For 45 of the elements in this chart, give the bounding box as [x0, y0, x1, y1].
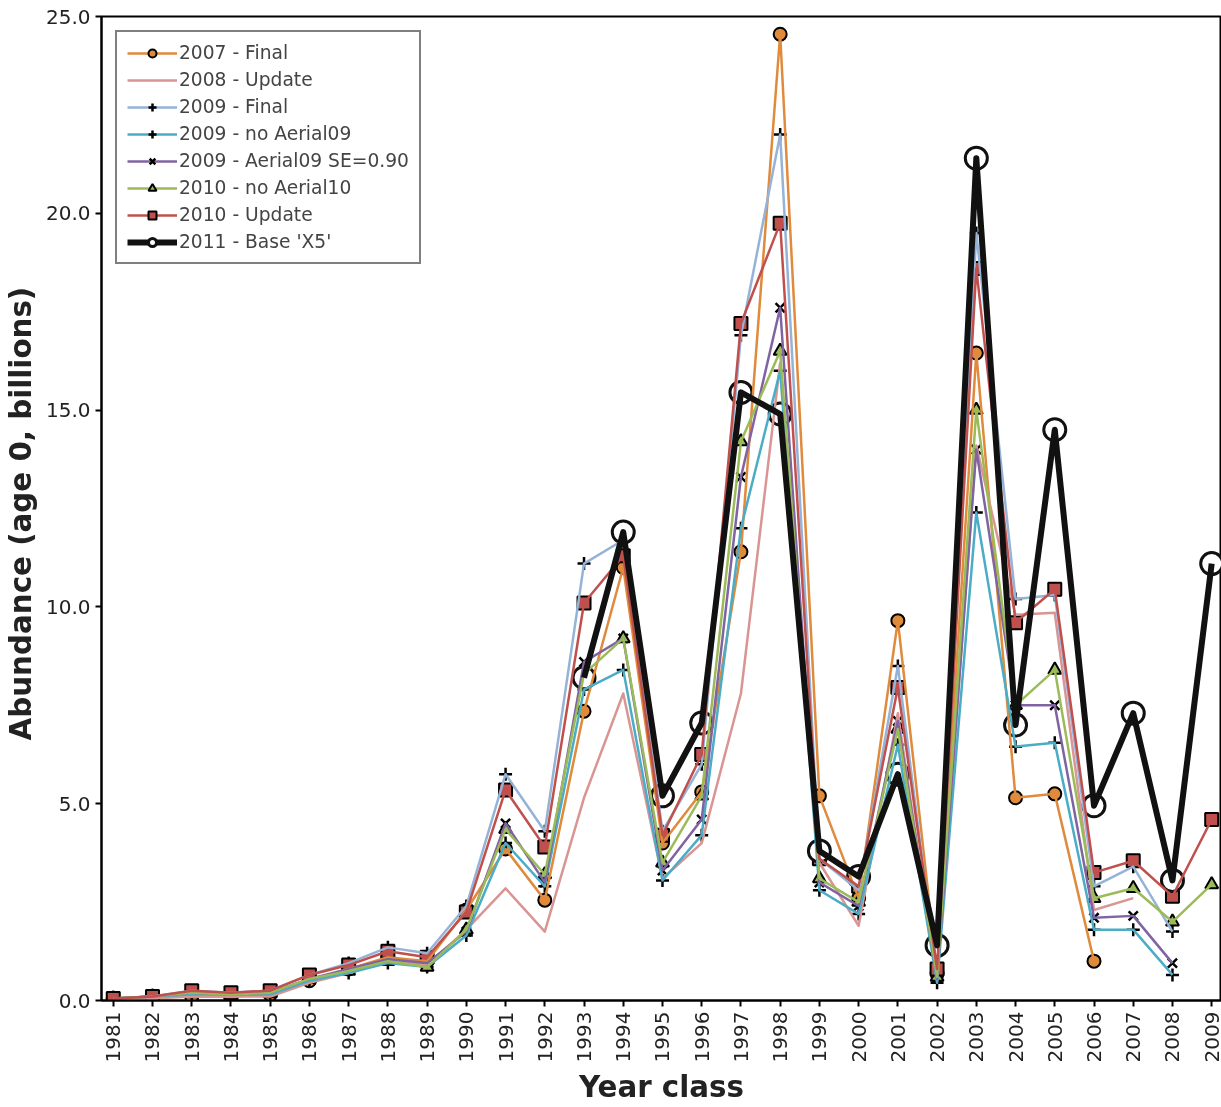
x-tick-label: 1995 — [650, 1011, 675, 1063]
x-tick-label: 1988 — [375, 1011, 400, 1063]
x-tick-label: 1994 — [611, 1011, 636, 1063]
x-tick-label: 2003 — [964, 1011, 989, 1063]
legend-label: 2010 - Update — [179, 204, 313, 225]
x-tick-label: 2006 — [1082, 1011, 1106, 1063]
x-tick-label: 2008 — [1160, 1011, 1185, 1063]
legend-label: 2010 - no Aerial10 — [179, 177, 352, 198]
x-axis-title: Year class — [577, 1070, 745, 1105]
y-tick-label: 25.0 — [45, 4, 91, 29]
x-tick-label: 1989 — [415, 1011, 440, 1063]
legend-label: 2011 - Base 'X5' — [179, 231, 332, 252]
legend-label: 2009 - no Aerial09 — [179, 123, 352, 144]
x-tick-label: 1996 — [689, 1011, 714, 1063]
x-tick-label: 1981 — [101, 1011, 126, 1063]
y-axis-title: Abundance (age 0, billions) — [3, 286, 38, 741]
legend-label: 2008 - Update — [179, 69, 313, 90]
x-tick-label: 1991 — [493, 1011, 518, 1063]
x-tick-label: 1986 — [297, 1011, 322, 1063]
y-tick-label: 0.0 — [58, 988, 91, 1013]
x-tick-label: 1993 — [572, 1011, 597, 1063]
y-tick-label: 15.0 — [45, 398, 91, 423]
x-tick-label: 1990 — [454, 1011, 479, 1063]
x-tick-label: 2000 — [846, 1011, 871, 1063]
x-tick-label: 1983 — [179, 1011, 204, 1063]
x-tick-label: 1984 — [218, 1011, 243, 1063]
x-tick-label: 1997 — [728, 1011, 753, 1063]
x-tick-label: 2002 — [925, 1011, 950, 1063]
x-tick-label: 1987 — [336, 1011, 361, 1063]
legend-label: 2007 - Final — [179, 42, 289, 63]
x-tick-label: 2005 — [1042, 1011, 1067, 1063]
y-tick-label: 10.0 — [45, 594, 91, 619]
x-tick-label: 2009 — [1199, 1011, 1221, 1063]
legend-label: 2009 - Aerial09 SE=0.90 — [179, 150, 409, 171]
x-tick-label: 1998 — [768, 1011, 793, 1063]
x-tick-label: 2007 — [1121, 1011, 1146, 1063]
y-tick-label: 20.0 — [45, 201, 91, 226]
x-tick-label: 1985 — [258, 1011, 283, 1063]
x-tick-label: 1982 — [140, 1011, 165, 1063]
y-tick-label: 5.0 — [58, 791, 91, 816]
x-tick-label: 2001 — [885, 1011, 910, 1063]
x-tick-label: 1999 — [807, 1011, 832, 1063]
legend-label: 2009 - Final — [179, 96, 289, 117]
x-tick-label: 2004 — [1003, 1011, 1028, 1063]
x-tick-label: 1992 — [532, 1011, 557, 1063]
